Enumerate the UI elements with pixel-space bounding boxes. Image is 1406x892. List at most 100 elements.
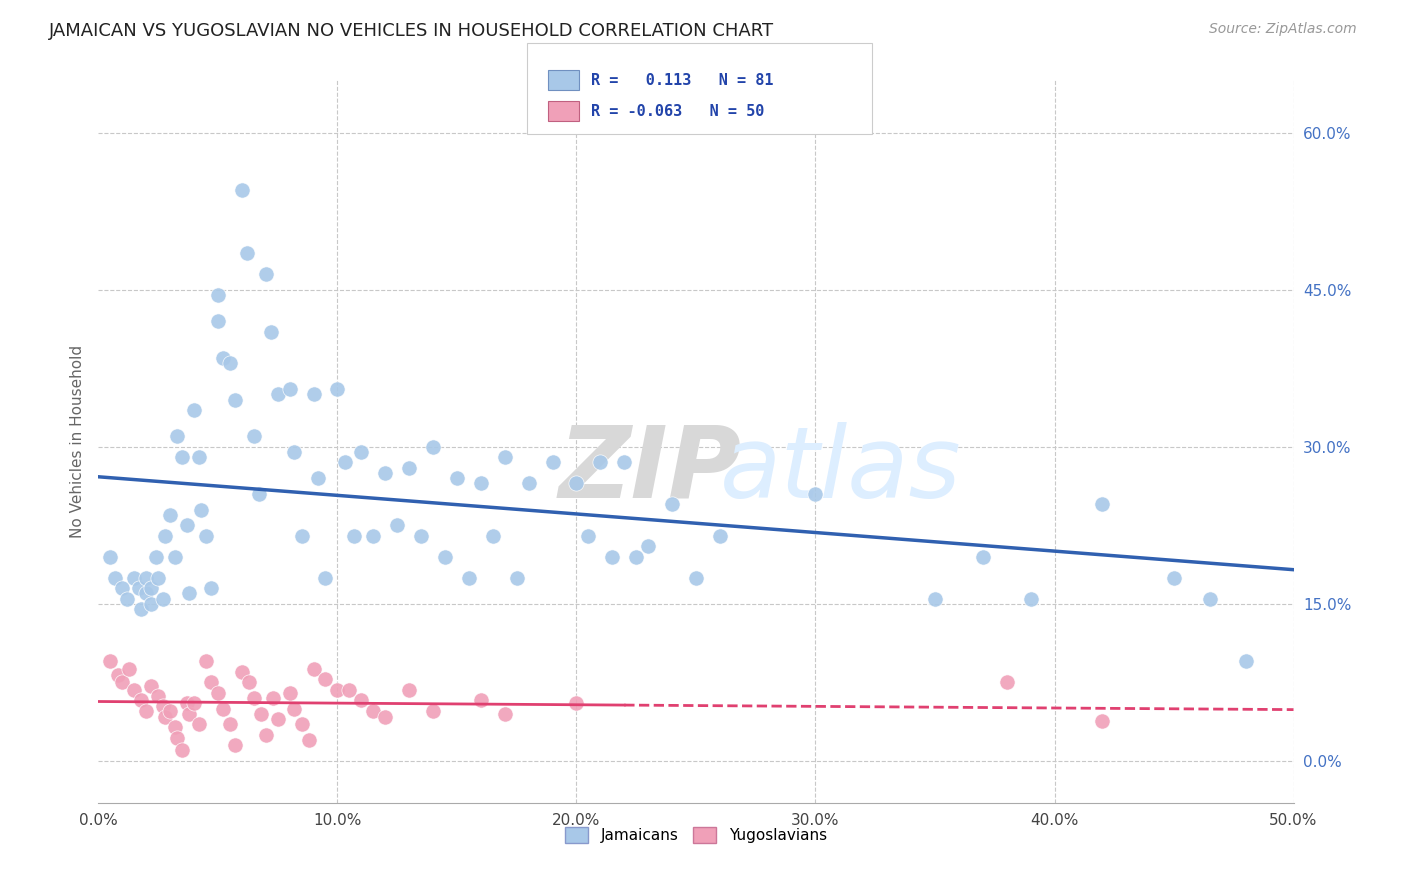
Point [172,743,194,757]
Point [139,581,162,595]
Point [207,686,229,700]
Point [374,466,396,480]
Point [298,733,321,747]
Point [446,471,468,485]
Legend: Jamaicans, Yugoslavians: Jamaicans, Yugoslavians [560,822,832,849]
Point [118,662,141,676]
Point [104,571,127,585]
Point [224,392,246,407]
Point [315,571,337,585]
Text: R = -0.063   N = 50: R = -0.063 N = 50 [591,103,763,119]
Point [374,710,396,724]
Point [1199,591,1222,606]
Point [231,665,253,679]
Point [128,581,150,595]
Point [1091,714,1114,728]
Point [517,476,540,491]
Point [363,704,385,718]
Point [148,571,170,585]
Point [163,720,186,734]
Point [995,675,1018,690]
Point [195,529,218,543]
Point [183,696,205,710]
Point [924,591,946,606]
Point [139,679,162,693]
Point [302,662,325,676]
Point [238,675,260,690]
Point [124,682,146,697]
Point [207,288,229,302]
Point [152,591,174,606]
Point [458,571,481,585]
Point [1091,497,1114,511]
Point [350,445,373,459]
Point [350,693,373,707]
Point [578,529,600,543]
Point [307,471,329,485]
Point [709,529,731,543]
Point [267,387,290,401]
Point [481,529,505,543]
Point [326,382,349,396]
Point [398,460,420,475]
Point [254,728,277,742]
Point [190,502,212,516]
Point [107,668,129,682]
Point [343,529,366,543]
Text: ZIP: ZIP [558,422,741,519]
Point [224,738,246,752]
Point [219,356,242,370]
Point [135,704,157,718]
Point [589,455,612,469]
Point [494,706,516,721]
Point [179,706,201,721]
Point [565,476,588,491]
Point [262,691,284,706]
Point [200,675,222,690]
Point [247,487,270,501]
Point [131,602,153,616]
Point [267,712,290,726]
Point [470,476,492,491]
Point [243,429,266,443]
Point [231,183,253,197]
Point [565,696,588,710]
Point [363,529,385,543]
Point [283,445,305,459]
Point [250,706,273,721]
Point [207,314,229,328]
Point [972,549,994,564]
Point [283,701,305,715]
Point [804,487,827,501]
Point [139,597,162,611]
Point [259,325,281,339]
Point [115,591,138,606]
Point [135,571,157,585]
Point [637,539,659,553]
Point [291,529,314,543]
Point [155,529,177,543]
Point [685,571,707,585]
Point [470,693,492,707]
Point [422,440,444,454]
Point [1019,591,1042,606]
Point [211,701,233,715]
Point [176,696,198,710]
Point [200,581,222,595]
Point [1163,571,1185,585]
Text: Source: ZipAtlas.com: Source: ZipAtlas.com [1209,22,1357,37]
Point [163,549,186,564]
Point [111,675,134,690]
Point [254,267,277,281]
Point [385,518,409,533]
Point [626,549,648,564]
Point [661,497,683,511]
Point [1234,655,1257,669]
Point [434,549,457,564]
Point [398,682,420,697]
Point [506,571,529,585]
Point [155,710,177,724]
Point [278,686,301,700]
Point [411,529,433,543]
Point [145,549,167,564]
